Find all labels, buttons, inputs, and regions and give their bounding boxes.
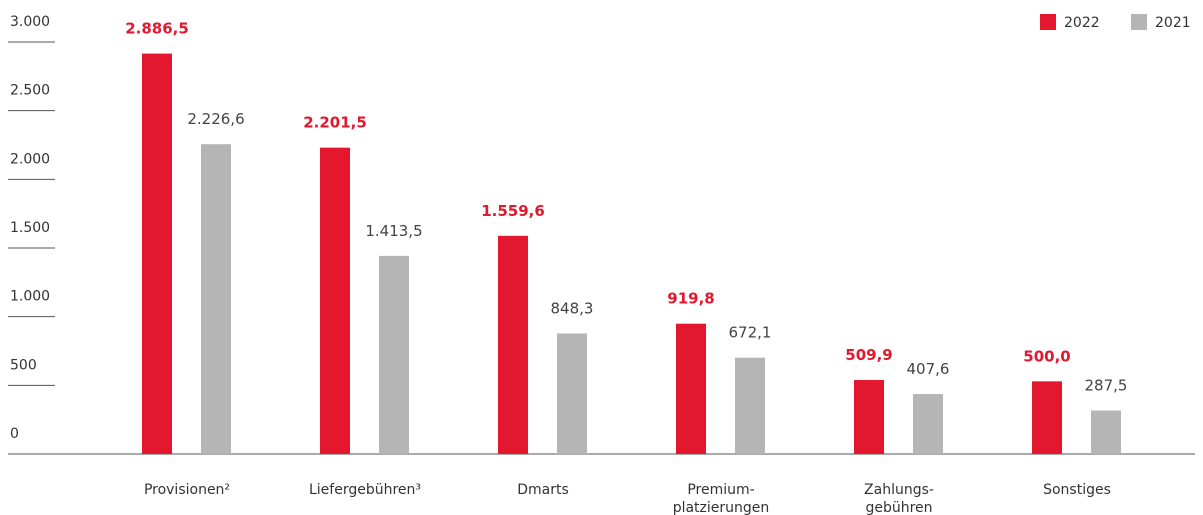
x-tick-label: Premium- [687,482,754,498]
legend-label: 2022 [1064,15,1100,31]
y-tick-label: 2.000 [10,151,50,167]
bar [557,333,587,454]
bar [854,379,884,454]
value-label: 1.559,6 [481,202,545,220]
legend-label: 2021 [1155,15,1191,31]
value-label: 500,0 [1023,347,1070,365]
x-tick-label: gebühren [865,500,932,515]
bar [142,53,172,454]
bar [676,323,706,454]
bar [498,235,528,454]
y-tick-label: 1.000 [10,289,50,305]
bar [320,147,350,455]
value-label: 407,6 [907,360,950,378]
bar [201,144,231,454]
legend-swatch [1040,14,1056,30]
value-label: 919,8 [667,290,714,308]
x-tick-label: Provisionen² [144,482,230,498]
value-label: 848,3 [551,300,594,318]
x-tick-label: Sonstiges [1043,482,1111,498]
value-label: 287,5 [1085,377,1128,395]
value-label: 672,1 [729,324,772,342]
x-tick-label: Zahlungs- [864,482,934,498]
x-tick-label: Dmarts [517,482,569,498]
value-label: 509,9 [845,346,892,364]
bar [1091,410,1121,454]
legend-swatch [1131,14,1147,30]
value-label: 2.226,6 [187,110,244,128]
bar [379,255,409,454]
value-label: 2.886,5 [125,20,189,38]
value-label: 2.201,5 [303,114,367,132]
y-tick-label: 3.000 [10,14,50,30]
bar [913,394,943,454]
bar [1032,381,1062,454]
y-tick-label: 500 [10,357,37,373]
y-tick-label: 0 [10,426,19,442]
x-tick-label: Liefergebühren³ [309,482,421,498]
bar [735,357,765,454]
y-tick-label: 1.500 [10,220,50,236]
value-label: 1.413,5 [365,222,422,240]
x-tick-label: platzierungen [673,500,770,515]
y-tick-label: 2.500 [10,83,50,99]
